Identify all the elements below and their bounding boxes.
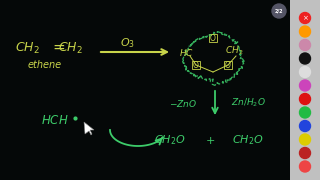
Text: ethene: ethene [28,60,62,70]
Circle shape [300,120,310,132]
Text: $\mathit{CH_2}$: $\mathit{CH_2}$ [15,40,40,56]
Polygon shape [84,122,94,135]
Text: 2/2: 2/2 [275,8,283,14]
Text: $\mathit{CH_2}$: $\mathit{CH_2}$ [58,40,83,56]
Circle shape [300,39,310,51]
FancyBboxPatch shape [290,0,320,180]
Text: O: O [210,33,216,42]
Circle shape [300,107,310,118]
Circle shape [272,4,286,18]
Text: $\mathit{HC}$: $\mathit{HC}$ [180,46,195,57]
Text: $\mathit{-ZnO}$: $\mathit{-ZnO}$ [169,98,197,109]
Text: $+$: $+$ [205,134,215,145]
Text: $\mathit{CH_2O}$: $\mathit{CH_2O}$ [154,133,186,147]
Text: $\mathit{CH_2}$: $\mathit{CH_2}$ [225,45,243,57]
Text: O: O [225,60,231,69]
Text: ×: × [302,15,308,21]
Text: $\mathit{=}$: $\mathit{=}$ [50,39,66,53]
Circle shape [300,53,310,64]
Text: $\mathit{HCH}$: $\mathit{HCH}$ [41,114,69,127]
Circle shape [300,161,310,172]
Circle shape [300,147,310,159]
Text: $\mathit{O_3}$: $\mathit{O_3}$ [121,36,135,50]
Circle shape [300,26,310,37]
Circle shape [300,134,310,145]
Circle shape [300,66,310,78]
Circle shape [300,80,310,91]
Text: $\mathit{CH_2O}$: $\mathit{CH_2O}$ [232,133,264,147]
Circle shape [300,12,310,24]
Text: $\mathit{Zn/H_2O}$: $\mathit{Zn/H_2O}$ [231,97,265,109]
Text: O: O [193,60,199,69]
Circle shape [300,93,310,105]
